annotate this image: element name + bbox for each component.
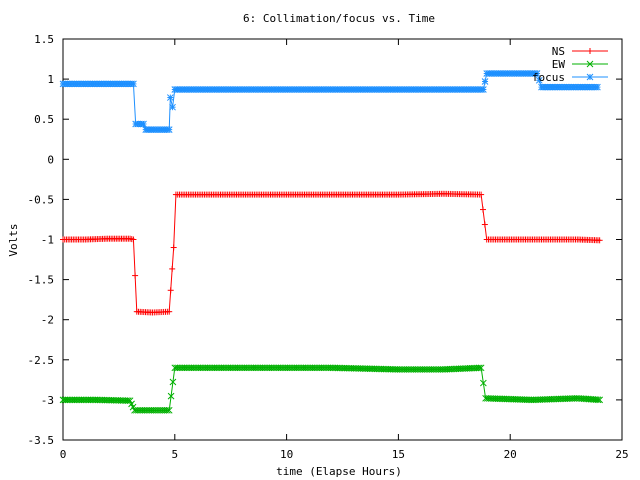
chart-title: 6: Collimation/focus vs. Time: [243, 12, 435, 25]
data-point: [579, 395, 586, 403]
data-point: [591, 396, 598, 403]
y-tick-label: -3.5: [28, 434, 55, 447]
series-ew: [59, 364, 603, 414]
data-point: [124, 397, 132, 405]
legend-label-focus: focus: [532, 71, 565, 84]
data-point: [140, 120, 147, 128]
x-tick-label: 20: [504, 448, 517, 461]
data-point: [575, 395, 583, 402]
y-tick-label: -2.5: [28, 354, 55, 367]
data-point: [592, 396, 600, 404]
data-point: [594, 396, 602, 404]
y-tick-label: -0.5: [28, 193, 55, 206]
data-point: [481, 78, 489, 85]
x-tick-label: 0: [60, 448, 67, 461]
y-tick-label: 0: [47, 153, 54, 166]
data-point: [596, 396, 603, 404]
data-point: [533, 70, 541, 77]
data-point: [480, 379, 487, 387]
series-line-ns: [63, 193, 600, 313]
legend-label-ns: NS: [552, 45, 565, 58]
y-tick-label: 1: [47, 73, 54, 86]
x-tick-label: 10: [280, 448, 293, 461]
data-point: [126, 397, 134, 405]
data-point: [577, 395, 585, 402]
legend-label-ew: EW: [552, 58, 566, 71]
series-focus: [59, 70, 601, 133]
data-point: [165, 406, 173, 414]
y-tick-label: -1.5: [28, 274, 55, 287]
data-point: [594, 83, 601, 91]
data-point: [129, 403, 137, 411]
data-point: [589, 396, 597, 403]
data-point: [166, 94, 174, 101]
data-point: [169, 103, 176, 111]
y-tick-label: -1: [41, 234, 54, 247]
data-point: [535, 76, 543, 84]
data-point: [573, 394, 581, 402]
legend-marker-focus: [586, 73, 594, 81]
data-point: [475, 364, 483, 372]
data-point: [128, 400, 135, 408]
data-point: [585, 395, 593, 403]
y-tick-label: 1.5: [34, 33, 54, 46]
legend-marker-ew: [586, 60, 594, 68]
data-point: [167, 392, 175, 400]
series-layer: [59, 70, 603, 414]
x-tick-label: 25: [615, 448, 628, 461]
axis-ticks: 0 5 10 15 20 25 1.5 1 0.5 0 -0.5 -1 -1.5 -2 -2.5 -3 -3.5: [28, 33, 629, 461]
y-tick-label: -3: [41, 394, 54, 407]
data-point: [480, 86, 487, 93]
y-tick-label: -2: [41, 314, 54, 327]
data-point: [130, 80, 137, 88]
series-line-ew: [63, 367, 600, 411]
series-ns: [60, 190, 603, 316]
x-tick-label: 5: [171, 448, 178, 461]
y-axis-label: Volts: [7, 223, 20, 256]
data-point: [584, 395, 591, 403]
data-point: [163, 406, 171, 414]
data-point: [169, 378, 177, 386]
y-tick-label: 0.5: [34, 113, 54, 126]
data-point: [477, 364, 485, 372]
x-axis-label: time (Elapse Hours): [276, 465, 402, 478]
x-tick-label: 15: [392, 448, 405, 461]
data-point: [587, 395, 595, 403]
data-point: [165, 126, 173, 133]
data-point: [582, 395, 590, 403]
data-point: [580, 395, 588, 403]
